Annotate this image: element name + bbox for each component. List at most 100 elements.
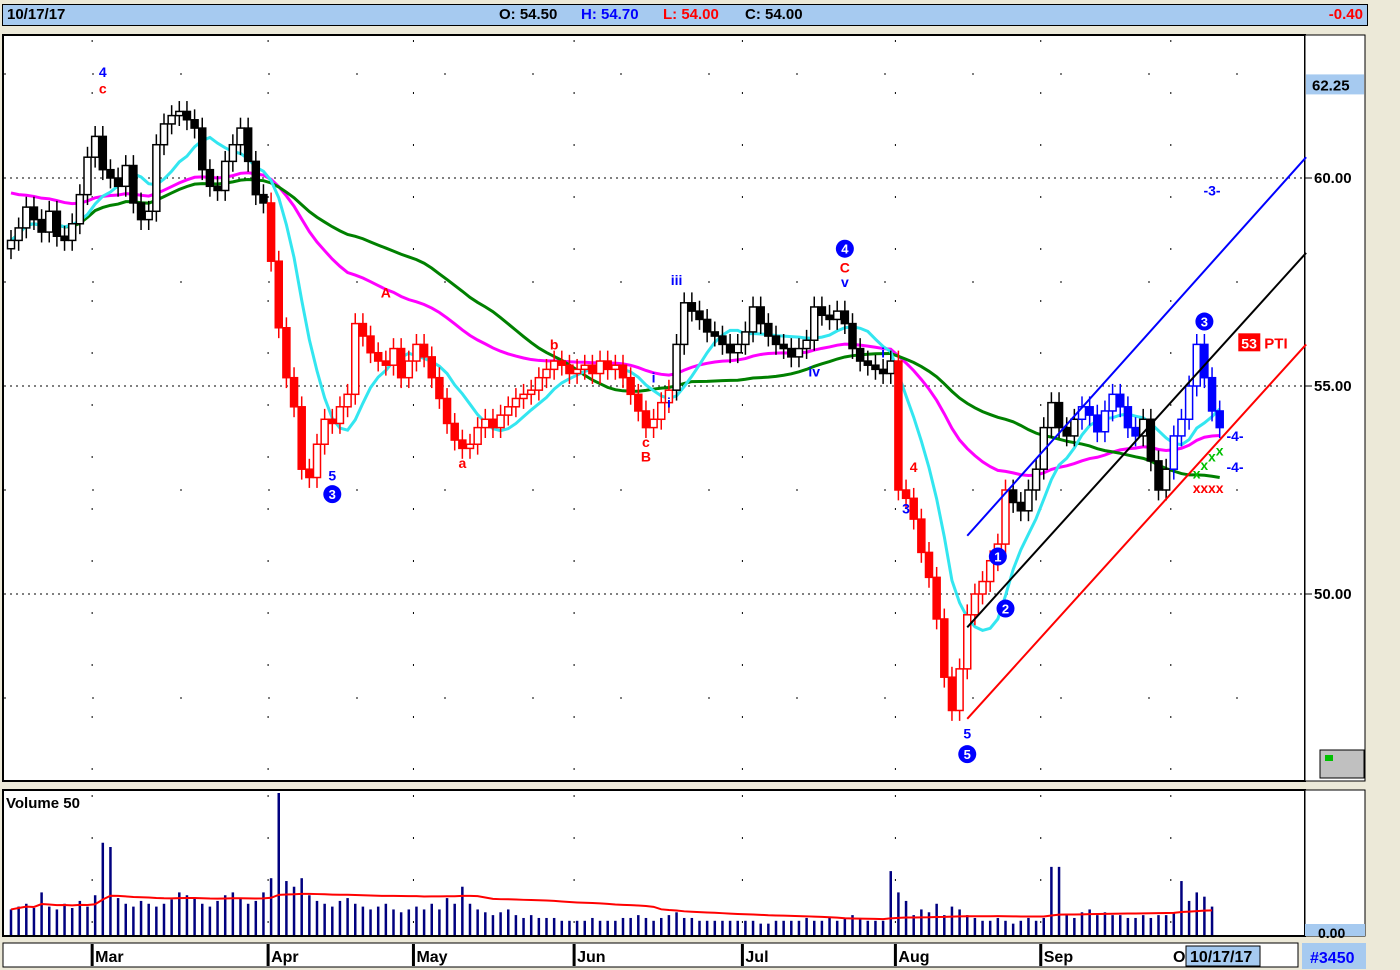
x-marker: x [1208,449,1216,465]
candle-body [572,368,582,375]
candle-body [878,368,888,375]
candle-body [733,343,742,354]
wave-circle [1195,312,1214,331]
header-close: C: 54.00 [745,6,803,23]
candle-body [358,322,368,337]
candle-body [771,335,781,346]
month-label: Jul [745,949,768,966]
candle-body [901,489,911,500]
candle-body [305,468,314,479]
price-axis [1304,34,1366,782]
candle-body [1177,418,1186,437]
candle-body [427,356,436,379]
candle-body [1031,468,1041,491]
candle-body [29,206,39,221]
candle-body [932,576,941,620]
wave-label: c [99,81,107,97]
candle-body [725,343,735,354]
candle-body [817,306,827,317]
candle-body [1001,489,1010,545]
candle-body [978,580,987,595]
candle-body [649,418,658,429]
candle-body [1047,401,1056,429]
candle-body [657,401,666,421]
wave-circle [958,745,977,764]
candle-body [488,418,498,429]
wave-label-circled: 3 [329,487,336,502]
month-label: Sep [1044,949,1074,966]
candle-body [259,193,268,204]
candle-body [328,418,337,425]
trend-channel-line [966,252,1307,628]
candle-body [182,110,192,121]
candle-body [542,368,551,379]
count-text: #3450 [1310,950,1355,967]
candle-body [37,218,46,233]
wave-label: v [841,274,849,290]
candle-body [1070,418,1079,437]
candle-body [1093,414,1102,433]
header-high: H: 54.70 [581,6,639,23]
wave-label: B [641,449,651,465]
header-date: 10/17/17 [7,6,66,23]
ohlc-header: 10/17/17 O: 54.50 H: 54.70 L: 54.00 C: 5… [2,4,1368,26]
candle-body [381,360,391,366]
candle-body [634,393,643,412]
candle-body [412,343,421,362]
candle-body [282,327,291,379]
volume-axis-box [1305,924,1365,936]
candle-body [83,156,92,196]
wave-label: 4 [99,64,107,80]
wave-circle [988,547,1007,566]
candle-body [810,306,819,341]
wave-label: i [881,345,885,361]
pti-label: PTI [1264,335,1287,352]
candle-body [611,364,620,371]
candle-body [626,376,635,396]
wave-circle [835,239,854,258]
x-marker: x [1200,480,1208,496]
candle-body [389,347,398,366]
candle-body [14,227,23,242]
candle-body [504,406,513,416]
candle-body [710,331,720,337]
candle-body [175,110,184,117]
wave-label-circled: 2 [1002,602,1009,617]
wave-label: a [458,455,466,471]
wave-label: iv [808,363,820,379]
candle-body [496,414,505,429]
candle-body [320,418,329,445]
scale-icon[interactable] [1319,749,1365,779]
candle-body [1146,418,1156,462]
candle-body [366,335,375,354]
wave-label: 5 [963,725,971,741]
candle-body [1123,406,1133,429]
candle-body [190,119,199,129]
candle-body [519,393,528,400]
candle-body [526,389,536,396]
candle-body [106,168,115,179]
candle-body [213,185,222,192]
candle-body [947,676,957,712]
candle-body [1039,426,1048,470]
candle-body [473,426,482,445]
candle-body [198,127,207,171]
x-marker: x [1208,480,1216,496]
candle-body [718,335,727,346]
candle-body [159,123,169,146]
count-box [1302,943,1366,969]
candle-body [1200,343,1209,379]
x-marker: x [1193,465,1201,481]
candle-body [481,418,490,429]
candle-body [672,343,681,391]
trend-channel-line [966,343,1307,720]
date-box [1185,945,1261,967]
candle-body [312,443,322,479]
month-label: May [416,949,447,966]
wave-label: -4- [1226,459,1243,475]
last-price-box [1306,74,1364,95]
wave-label: i [652,370,656,386]
candle-body [603,360,612,371]
candle-body [940,618,949,678]
